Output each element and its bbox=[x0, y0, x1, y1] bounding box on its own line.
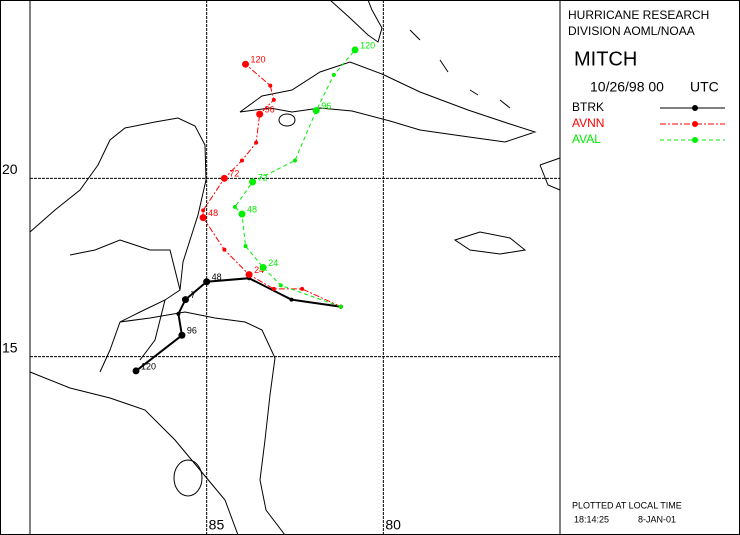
footer-note: PLOTTED AT LOCAL TIME bbox=[572, 500, 682, 510]
y-tick-label: 20 bbox=[2, 161, 18, 177]
legend-dot bbox=[692, 137, 698, 143]
track-point bbox=[293, 158, 297, 163]
forecast-hour-label: 72 bbox=[258, 172, 268, 182]
track-point bbox=[203, 278, 211, 286]
track-point bbox=[289, 297, 294, 302]
forecast-hour-label: 96 bbox=[265, 105, 275, 115]
footer-time: 18:14:25 bbox=[574, 514, 609, 524]
legend-dot bbox=[692, 121, 698, 127]
y-tick-label: 15 bbox=[2, 339, 18, 355]
track-point bbox=[338, 304, 343, 309]
coastlines bbox=[29, 0, 561, 535]
legend-dot bbox=[692, 105, 698, 111]
legend-label: BTRK bbox=[572, 100, 604, 114]
footer-date: 8-JAN-01 bbox=[638, 514, 676, 524]
forecast-hour-label: 120 bbox=[360, 40, 375, 50]
track-point bbox=[249, 178, 257, 186]
track-point bbox=[222, 247, 227, 252]
forecast-hour-label: 48 bbox=[247, 204, 257, 214]
track-point bbox=[240, 158, 244, 163]
track-point bbox=[331, 72, 336, 77]
axes: 85 80 20 15 bbox=[2, 0, 560, 535]
legend: BTRK AVNN AVAL bbox=[572, 100, 725, 146]
track-point bbox=[238, 210, 246, 218]
forecast-hour-label: 120 bbox=[141, 361, 156, 371]
track-point bbox=[278, 283, 283, 288]
track-point bbox=[259, 264, 267, 271]
track-line bbox=[234, 49, 356, 308]
track-point bbox=[271, 97, 276, 102]
forecast-hour-label: 7 bbox=[190, 290, 195, 300]
title-line: HURRICANE RESEARCH bbox=[568, 8, 709, 22]
legend-label: AVAL bbox=[572, 132, 601, 146]
title-line: DIVISION AOML/NOAA bbox=[568, 24, 695, 38]
forecast-hour-label: 120 bbox=[251, 55, 266, 65]
track-point bbox=[220, 174, 228, 182]
track-line bbox=[135, 277, 342, 372]
x-tick-label: 85 bbox=[209, 517, 225, 533]
track-point bbox=[271, 286, 276, 291]
forecast-hour-label: 24 bbox=[268, 258, 278, 268]
forecast-hour-label: 48 bbox=[208, 208, 218, 218]
track-point bbox=[242, 60, 250, 68]
track-point bbox=[199, 214, 207, 222]
track-point bbox=[232, 204, 237, 209]
forecast-hour-label: 48 bbox=[212, 272, 222, 282]
track-point bbox=[201, 208, 206, 213]
tracks: 48 7 96 120 24 48 72 96 120 24 48 72 96 120 bbox=[132, 40, 375, 375]
track-point bbox=[243, 244, 248, 249]
forecast-hour-label: 24 bbox=[254, 265, 264, 275]
track-point bbox=[351, 46, 359, 54]
track-point bbox=[256, 110, 264, 118]
track-point bbox=[300, 286, 305, 291]
track-line bbox=[202, 63, 342, 308]
forecast-hour-label: 96 bbox=[187, 326, 197, 336]
init-zone: UTC bbox=[690, 79, 719, 95]
track-point bbox=[254, 140, 259, 145]
forecast-hour-label: 72 bbox=[229, 169, 239, 179]
legend-label: AVNN bbox=[572, 116, 604, 130]
storm-name: MITCH bbox=[574, 48, 637, 70]
track-point bbox=[181, 296, 189, 304]
init-date: 10/26/98 00 bbox=[590, 79, 664, 95]
track-point bbox=[178, 331, 186, 339]
track-point bbox=[132, 367, 140, 375]
track-point bbox=[176, 311, 181, 316]
track-point bbox=[268, 83, 273, 88]
forecast-hour-label: 96 bbox=[321, 101, 331, 111]
x-tick-label: 80 bbox=[385, 517, 401, 533]
track-point bbox=[245, 271, 253, 279]
track-point bbox=[312, 107, 320, 115]
